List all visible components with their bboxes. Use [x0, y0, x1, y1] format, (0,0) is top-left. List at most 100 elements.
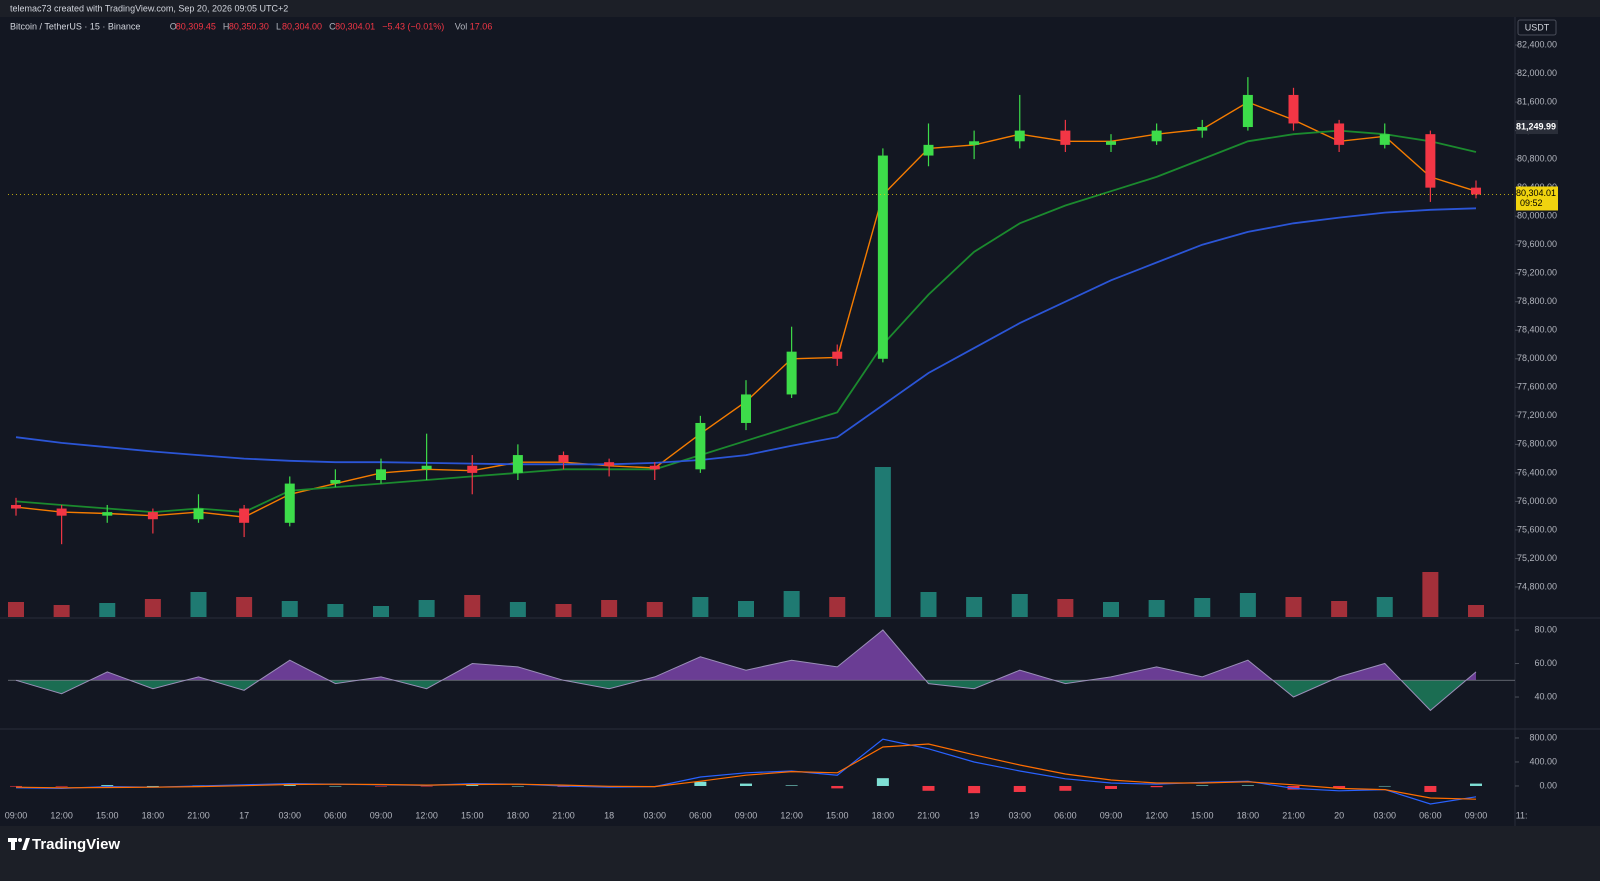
- legend-label: O: [170, 21, 177, 31]
- top-bar: [0, 0, 1600, 17]
- area-below: [16, 680, 1467, 711]
- volume-bar: [1057, 599, 1074, 617]
- candle-body: [832, 351, 843, 359]
- volume-bar: [1468, 605, 1484, 617]
- x-tick-label: 06:00: [324, 810, 347, 820]
- y-tick-label: 77,600.00: [1517, 382, 1557, 392]
- histogram-bar: [1150, 785, 1163, 788]
- legend-value: 80,304.01: [335, 21, 375, 31]
- y-tick-label: 75,600.00: [1517, 524, 1557, 534]
- candle-body: [467, 465, 478, 473]
- volume-bar: [601, 600, 618, 617]
- legend-value: 80,350.30: [229, 21, 269, 31]
- histogram-bar: [1241, 785, 1254, 786]
- x-tick-label: 18: [604, 810, 614, 820]
- x-tick-label: 03:00: [278, 810, 301, 820]
- candle-body: [969, 141, 980, 145]
- volume-bar: [8, 602, 24, 617]
- candle-body: [1014, 130, 1025, 142]
- candle-body: [102, 512, 113, 516]
- line-series: [15, 743, 1477, 800]
- top-bar-text: telemac73 created with TradingView.com, …: [10, 3, 288, 13]
- candle-body: [741, 394, 751, 423]
- y-tick-label: 74,800.00: [1517, 581, 1557, 591]
- histogram-bar: [740, 783, 752, 786]
- x-tick-label: 15:00: [826, 810, 849, 820]
- y-tick-label: 800.00: [1529, 732, 1557, 742]
- volume-bar: [327, 604, 344, 617]
- histogram-bar: [1333, 785, 1346, 789]
- candle-body: [604, 462, 615, 466]
- volume-bar: [1148, 600, 1165, 617]
- histogram-bar: [922, 785, 935, 791]
- candle-body: [56, 508, 67, 516]
- y-tick-label: 78,800.00: [1517, 296, 1557, 306]
- volume-bar: [99, 603, 116, 617]
- x-tick-label: 21:00: [552, 810, 575, 820]
- marker-label: 81,249.99: [1516, 121, 1556, 131]
- volume-bar: [1239, 593, 1256, 617]
- y-tick-label: 75,200.00: [1517, 553, 1557, 563]
- footer-brand: TradingView: [32, 836, 120, 853]
- candle-body: [649, 465, 660, 470]
- y-tick-label: 79,600.00: [1517, 239, 1557, 249]
- candle-body: [284, 483, 295, 523]
- x-tick-label: 17: [239, 810, 249, 820]
- x-tick-label: 06:00: [1419, 810, 1442, 820]
- x-tick-label: 19: [969, 810, 979, 820]
- histogram-bar: [785, 785, 798, 786]
- histogram-bar: [1105, 785, 1117, 789]
- currency-label: USDT: [1525, 22, 1550, 32]
- legend-volume-value: 17.06: [470, 21, 493, 31]
- histogram-bar: [329, 785, 342, 787]
- x-tick-label: 09:00: [5, 810, 28, 820]
- y-tick-label: 77,200.00: [1517, 410, 1557, 420]
- y-tick-label: 79,200.00: [1517, 268, 1557, 278]
- legend-change: −5.43 (−0.01%): [382, 21, 444, 31]
- histogram-bar: [1013, 785, 1026, 792]
- last-price-label: 80,304.01: [1516, 188, 1556, 198]
- volume-bar: [236, 597, 253, 617]
- volume-bar: [920, 592, 937, 617]
- volume-bar: [783, 591, 800, 617]
- volume-bar: [555, 604, 572, 617]
- histogram-bar: [968, 785, 981, 794]
- histogram-bar: [283, 785, 296, 786]
- countdown-label: 09:52: [1520, 198, 1543, 208]
- candle-body: [877, 155, 888, 359]
- candle-body: [1379, 134, 1390, 145]
- line-series: [15, 629, 1477, 712]
- volume-bar: [1331, 601, 1348, 617]
- x-tick-label: 06:00: [1054, 810, 1077, 820]
- candle-body: [1242, 94, 1253, 128]
- x-tick-label: 12:00: [50, 810, 73, 820]
- candle-body: [558, 455, 569, 463]
- volume-bar: [646, 602, 663, 617]
- x-tick-label: 09:00: [1100, 810, 1123, 820]
- candle-body: [239, 508, 250, 523]
- x-tick-label: 18:00: [142, 810, 165, 820]
- x-tick-label: 03:00: [643, 810, 666, 820]
- histogram-bar: [511, 785, 524, 787]
- y-tick-label: 82,400.00: [1517, 39, 1557, 49]
- x-tick-label: 15:00: [96, 810, 119, 820]
- candle-body: [1425, 134, 1436, 188]
- x-tick-label: 11:: [1516, 810, 1528, 820]
- y-tick-label: 40.00: [1534, 691, 1557, 701]
- volume-bar: [464, 595, 481, 617]
- histogram-bar: [55, 785, 68, 787]
- x-tick-label: 09:00: [370, 810, 393, 820]
- candle-body: [330, 480, 341, 484]
- x-tick-label: 21:00: [917, 810, 940, 820]
- candle-body: [1197, 127, 1208, 131]
- histogram-bar: [1059, 785, 1072, 791]
- histogram-bar: [146, 785, 159, 787]
- line-series: [15, 129, 1477, 514]
- histogram-bar: [1287, 785, 1300, 790]
- histogram-bar: [10, 785, 22, 787]
- y-tick-label: 400.00: [1529, 756, 1557, 766]
- last-price-box: [1516, 186, 1558, 211]
- candle-body: [1060, 130, 1071, 145]
